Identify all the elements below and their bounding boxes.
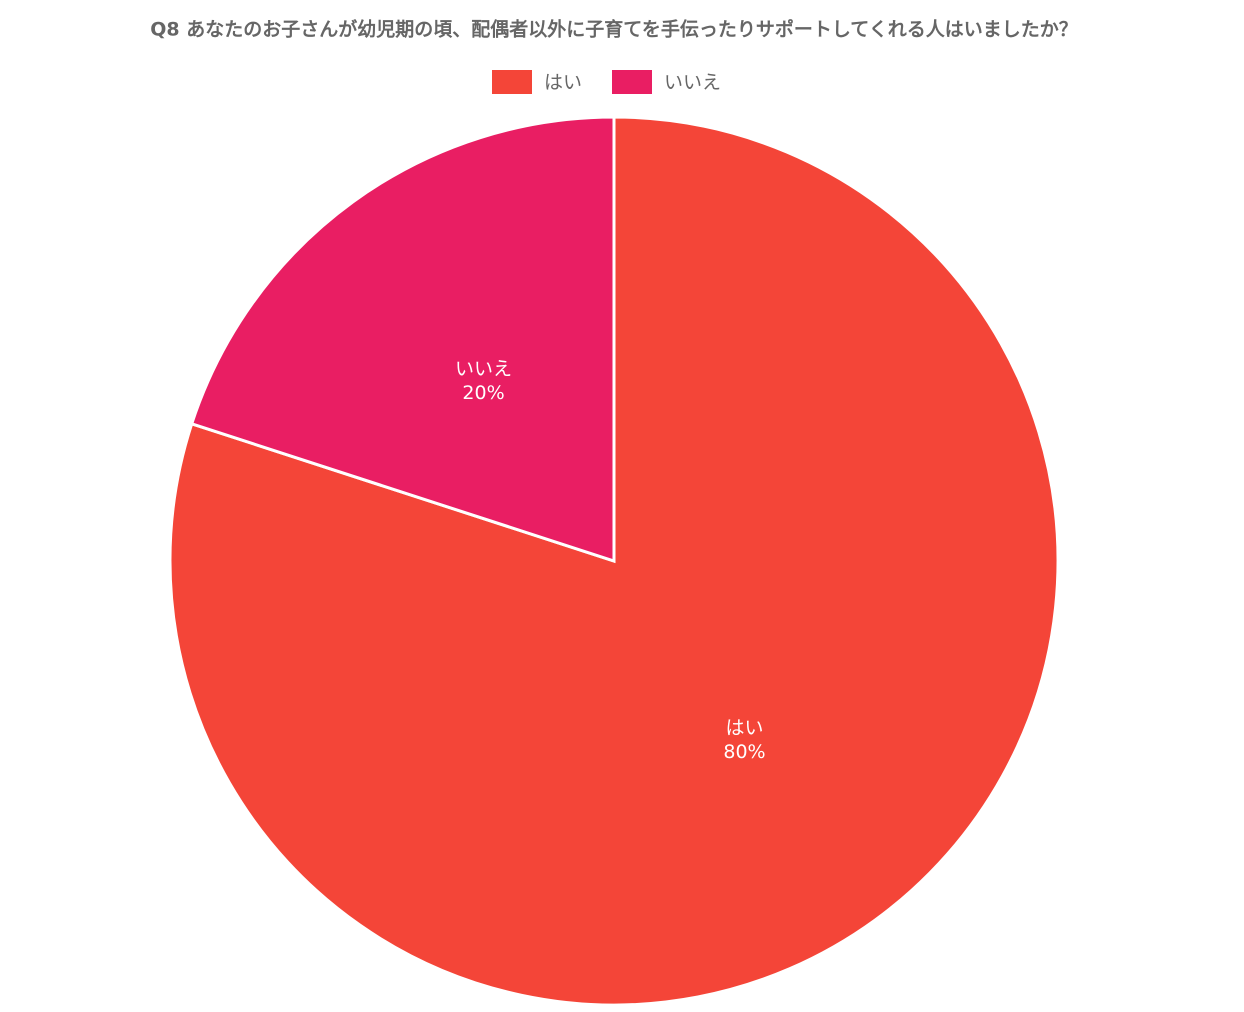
legend-text: いいえ [664, 72, 721, 94]
pie-slice [189, 115, 616, 564]
slice-category-label: いいえ [455, 358, 512, 380]
legend-swatch [492, 70, 532, 94]
legend-swatch [612, 70, 652, 94]
slice-category-label: はい [725, 717, 763, 739]
chart-title: Q8 あなたのお子さんが幼児期の頃、配偶者以外に子育てを手伝ったりサポートしてく… [150, 18, 1077, 41]
slice-value-label: 20% [462, 382, 504, 404]
slice-value-label: 80% [723, 741, 765, 763]
legend-text: はい [544, 72, 582, 94]
